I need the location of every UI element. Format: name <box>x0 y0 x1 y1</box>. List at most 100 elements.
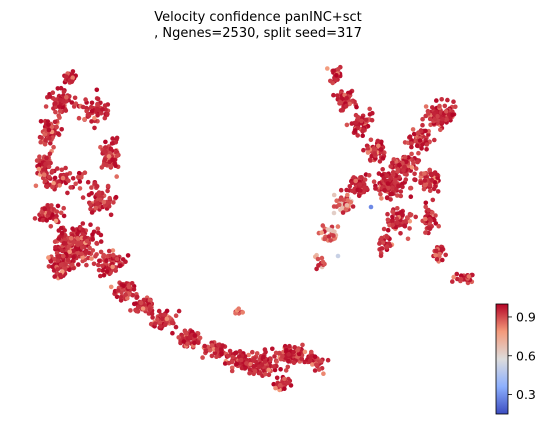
data-point <box>347 101 353 107</box>
data-point <box>283 368 289 373</box>
data-point <box>349 180 355 186</box>
data-point <box>134 308 139 314</box>
data-point <box>385 217 391 223</box>
data-point <box>187 335 193 340</box>
data-point <box>274 359 279 364</box>
data-point <box>335 224 341 229</box>
data-point <box>96 267 102 273</box>
data-point <box>114 135 120 141</box>
data-point <box>384 234 390 240</box>
data-point <box>111 252 116 258</box>
data-point <box>334 73 339 78</box>
data-point <box>110 136 115 141</box>
data-point <box>440 257 445 263</box>
data-point <box>98 232 104 238</box>
data-point <box>312 354 318 360</box>
data-point <box>437 251 443 257</box>
data-point <box>59 127 64 132</box>
data-point <box>434 248 439 254</box>
data-point <box>272 367 278 373</box>
data-point <box>430 210 435 215</box>
data-point <box>62 241 67 246</box>
data-point <box>400 212 405 218</box>
data-point <box>105 188 110 194</box>
data-point <box>373 186 378 191</box>
data-point <box>61 89 67 94</box>
data-point <box>43 137 48 143</box>
data-point <box>381 175 387 181</box>
data-point <box>96 190 102 195</box>
data-point <box>51 268 57 273</box>
data-point <box>158 312 164 318</box>
data-point <box>141 297 147 303</box>
data-point <box>331 210 337 216</box>
data-point <box>75 174 81 180</box>
data-point <box>63 74 69 79</box>
data-point <box>368 158 373 163</box>
data-point <box>229 365 235 371</box>
data-point <box>38 139 43 145</box>
data-point <box>427 182 433 188</box>
data-point <box>88 202 93 207</box>
data-point <box>250 349 255 355</box>
data-point <box>89 100 95 106</box>
data-point <box>395 169 400 175</box>
data-point <box>110 248 116 253</box>
data-point <box>331 192 337 198</box>
data-point <box>77 179 83 184</box>
data-point <box>56 228 62 233</box>
data-point <box>42 178 48 183</box>
data-point <box>42 141 48 147</box>
data-point <box>83 250 89 255</box>
data-point <box>123 292 128 297</box>
data-point <box>109 141 115 146</box>
data-point <box>121 283 126 289</box>
data-point <box>458 273 464 279</box>
data-point <box>360 133 366 138</box>
data-point <box>67 267 72 273</box>
data-point <box>48 224 54 229</box>
data-point <box>405 215 410 221</box>
data-point <box>282 386 287 392</box>
data-point <box>432 137 437 143</box>
data-point <box>66 244 71 249</box>
data-point <box>427 216 433 222</box>
data-point <box>321 371 326 377</box>
data-point <box>436 223 442 229</box>
data-point <box>340 107 345 113</box>
data-point <box>114 174 119 179</box>
data-point <box>160 316 165 322</box>
data-point <box>135 305 141 310</box>
data-point <box>402 223 408 229</box>
data-point <box>409 165 415 170</box>
data-point <box>58 85 64 91</box>
data-point <box>36 166 42 172</box>
data-point <box>291 360 297 366</box>
data-point <box>394 216 400 221</box>
data-point <box>75 231 80 236</box>
data-point <box>54 124 59 130</box>
data-point <box>365 150 371 155</box>
data-point <box>372 151 378 156</box>
data-point <box>105 183 111 189</box>
data-point <box>173 313 179 319</box>
data-point <box>98 239 104 244</box>
data-point <box>440 246 445 252</box>
data-point <box>331 92 336 98</box>
data-point <box>55 254 61 259</box>
data-point <box>69 262 75 268</box>
colorbar-ticks: 0.3 0.6 0.9 <box>508 309 536 402</box>
data-point <box>344 203 350 208</box>
data-point <box>451 99 456 104</box>
data-point <box>395 193 400 198</box>
data-point <box>309 349 314 355</box>
data-point <box>34 158 40 163</box>
data-point <box>312 368 318 373</box>
data-point <box>114 294 120 300</box>
data-point <box>316 367 322 372</box>
data-point <box>55 86 61 91</box>
data-point <box>338 187 344 193</box>
data-point <box>277 383 283 388</box>
data-point <box>104 258 109 264</box>
data-point <box>125 253 131 258</box>
